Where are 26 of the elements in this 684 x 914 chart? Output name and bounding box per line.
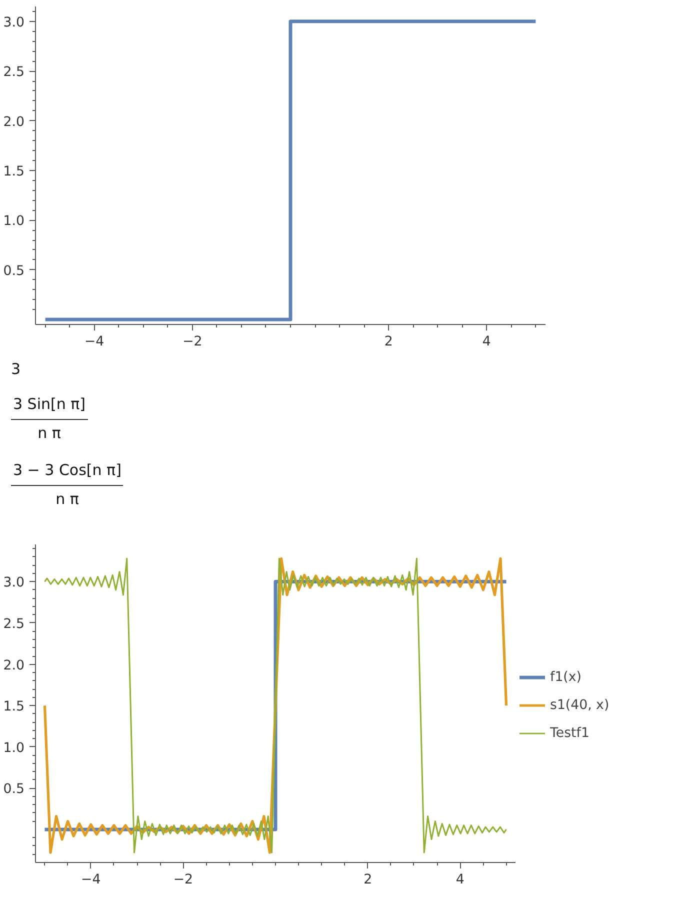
text: 3 Sin[n π] n π (12, 394, 87, 444)
y-tick-label: 1.5 (3, 164, 25, 180)
y-tick-label: 3.0 (3, 576, 25, 591)
x-tick-label: 2 (364, 872, 372, 888)
y-tick-label: 0.5 (3, 782, 25, 798)
x-tick-label: 2 (384, 334, 393, 350)
x-tick-label: −2 (173, 872, 194, 888)
x-tick-label: 4 (456, 872, 464, 888)
y-tick-label: 3.0 (3, 15, 25, 30)
y-tick-label: 1.5 (3, 700, 25, 715)
text: 3 − 3 Cos[n π] n π (12, 460, 122, 510)
x-tick-label: −2 (182, 334, 202, 350)
x-tick-label: 4 (482, 334, 491, 350)
y-tick-label: 2.0 (3, 114, 25, 130)
y-tick-label: 1.0 (3, 214, 25, 230)
legend-label: s1(40, x) (550, 698, 610, 712)
y-tick-label: 1.0 (3, 740, 25, 756)
y-tick-label: 0.5 (3, 264, 25, 279)
y-tick-label: 2.5 (3, 65, 25, 80)
x-tick-label: −4 (81, 872, 101, 888)
y-tick-label: 2.0 (3, 658, 25, 674)
x-tick-label: −4 (84, 334, 104, 350)
y-tick-label: 2.5 (3, 616, 25, 632)
text: 3 (11, 359, 22, 380)
legend-label: f1(x) (550, 670, 582, 684)
legend-label: Testf1 (550, 726, 590, 740)
